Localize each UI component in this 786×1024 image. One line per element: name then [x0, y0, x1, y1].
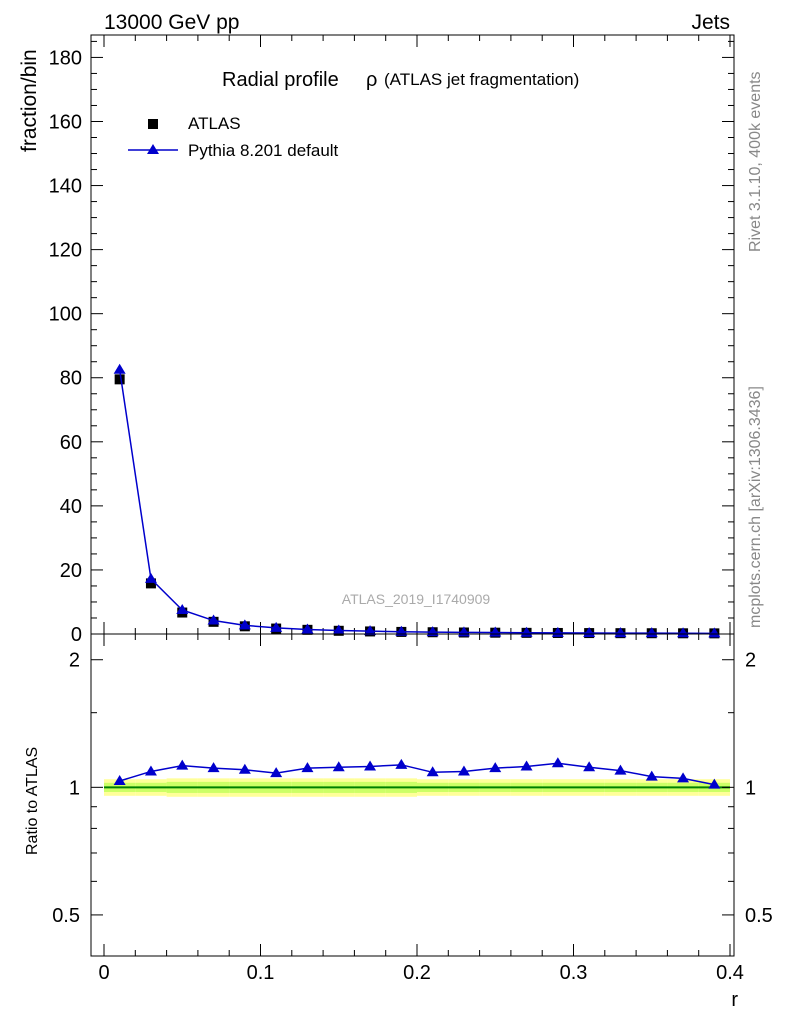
- pythia-data-point: [176, 603, 189, 614]
- main-y-tick-label: 140: [49, 176, 82, 198]
- legend-pythia-label: Pythia 8.201 default: [188, 141, 339, 160]
- pythia-data-point: [144, 572, 157, 583]
- main-y-tick-label: 60: [60, 432, 82, 454]
- pythia-ratio-point: [551, 757, 564, 768]
- main-y-tick-label: 100: [49, 304, 82, 326]
- ratio-y-tick-label-right: 0.5: [745, 905, 773, 927]
- watermark-analysis-id: ATLAS_2019_I1740909: [342, 591, 491, 607]
- ratio-x-tick-label: 0.2: [403, 962, 431, 984]
- pythia-ratio-point: [238, 763, 251, 774]
- ratio-data-marks: [113, 757, 721, 789]
- ratio-x-ticks: 0 0.1 0.2 0.3 0.4: [98, 634, 744, 984]
- main-y-tick-label: 0: [71, 624, 82, 646]
- pythia-ratio-point: [645, 770, 658, 781]
- rivet-version-label: Rivet 3.1.10, 400k events: [747, 71, 764, 252]
- legend-pythia-marker: [147, 144, 159, 154]
- ratio-y-axis-label: Ratio to ATLAS: [24, 747, 41, 855]
- main-plot-title-symbol: ρ: [366, 69, 377, 91]
- pythia-data-point: [708, 627, 721, 638]
- ratio-x-tick-label: 0.3: [560, 962, 588, 984]
- ratio-y-tick-label-right: 2: [745, 650, 756, 672]
- ratio-y-tick-label: 1: [69, 777, 80, 799]
- main-y-tick-label: 80: [60, 368, 82, 390]
- ratio-x-axis-label: r: [731, 989, 738, 1011]
- pythia-ratio-point: [270, 767, 283, 778]
- pythia-ratio-point: [176, 759, 189, 770]
- main-y-ticks: 0 20 40 60 80 100 120 140 160 180: [49, 40, 734, 646]
- ratio-x-tick-label: 0.4: [716, 962, 744, 984]
- main-y-tick-label: 40: [60, 496, 82, 518]
- pythia-data-point: [238, 619, 251, 630]
- legend-atlas-label: ATLAS: [188, 114, 241, 133]
- pythia-ratio-point: [332, 761, 345, 772]
- main-y-tick-label: 180: [49, 47, 82, 69]
- pythia-data-point: [364, 625, 377, 636]
- pythia-ratio-point: [144, 765, 157, 776]
- main-y-tick-label: 120: [49, 240, 82, 262]
- ratio-x-tick-label: 0: [98, 962, 109, 984]
- main-y-tick-label: 160: [49, 111, 82, 133]
- pythia-series-line: [118, 369, 715, 635]
- main-plot-title: Radial profile: [222, 69, 339, 91]
- mcplots-source-label: mcplots.cern.ch [arXiv:1306.3436]: [747, 386, 764, 628]
- pythia-data-point: [614, 627, 627, 638]
- pythia-ratio-point: [708, 778, 721, 789]
- pythia-ratio-point: [364, 760, 377, 771]
- pythia-data-point: [395, 625, 408, 636]
- main-y-axis-label: fraction/bin: [18, 49, 41, 152]
- pythia-ratio-point: [301, 762, 314, 773]
- header-energy-label: 13000 GeV pp: [104, 11, 239, 34]
- pythia-ratio-point: [113, 774, 126, 785]
- pythia-data-point: [113, 363, 126, 374]
- pythia-ratio-point: [583, 761, 596, 772]
- atlas-data-point: [145, 578, 156, 589]
- pythia-ratio-point: [614, 764, 627, 775]
- legend-atlas-marker: [148, 119, 158, 129]
- pythia-ratio-point: [489, 762, 502, 773]
- ratio-y-ticks: 0.5 0.5 1 1 2 2: [52, 650, 773, 927]
- legend: ATLAS Pythia 8.201 default: [128, 114, 339, 160]
- main-y-tick-label: 20: [60, 560, 82, 582]
- ratio-y-tick-label-right: 1: [745, 777, 756, 799]
- pythia-ratio-point: [395, 758, 408, 769]
- ratio-plot-panel: Ratio to ATLAS r 0.5 0.5 1 1 2 2 0 0.1 0.2 0.3 0.…: [24, 633, 773, 1011]
- pythia-data-point: [301, 623, 314, 634]
- pythia-data-point: [270, 621, 283, 632]
- ratio-y-tick-label: 0.5: [52, 905, 80, 927]
- pythia-ratio-point: [207, 762, 220, 773]
- pythia-ratio-point: [457, 765, 470, 776]
- pythia-data-point: [207, 614, 220, 625]
- atlas-data-point: [114, 374, 125, 385]
- pythia-ratio-point: [426, 766, 439, 777]
- main-plot-subtitle: (ATLAS jet fragmentation): [384, 70, 579, 89]
- pythia-ratio-point: [677, 772, 690, 783]
- pythia-ratio-point: [520, 760, 533, 771]
- pythia-ratio-line: [119, 762, 715, 786]
- ratio-plot-frame: [90, 633, 735, 957]
- pythia-data-point: [332, 624, 345, 635]
- ratio-x-tick-label: 0.1: [247, 962, 275, 984]
- ratio-y-tick-label: 2: [69, 650, 80, 672]
- pythia-data-point: [677, 627, 690, 638]
- main-x-ticks: [103, 35, 731, 634]
- header-category-label: Jets: [691, 11, 730, 34]
- main-plot-panel: Radial profile ρ (ATLAS jet fragmentatio…: [18, 34, 735, 646]
- pythia-data-point: [645, 627, 658, 638]
